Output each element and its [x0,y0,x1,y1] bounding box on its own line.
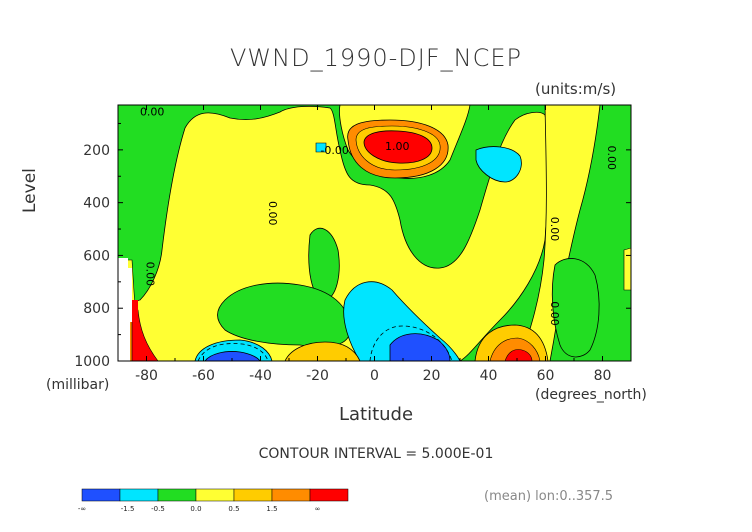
contour-label: 0.00 [605,146,618,171]
contour-fill-layer [118,105,631,361]
mean-longitude-note: (mean) lon:0..357.5 [484,489,614,504]
colorbar-swatch [233,488,273,502]
x-axis-label: Latitude [338,404,414,425]
colorbar-label: 0.5 [228,505,239,513]
colorbar-swatch [157,488,197,502]
contour-label: -0.00 [320,144,348,157]
cyan-region-upper-right [475,146,522,183]
colorbar-swatch [195,488,235,502]
contour-label: 0.00 [140,106,165,119]
orange-region-lower-mid [284,341,361,361]
green-island-right [551,258,600,358]
colorbar-swatch [81,488,121,502]
contour-label: 0.00 [144,262,157,287]
contour-label: 0.00 [266,201,279,226]
colorbar-label: ∞ [315,505,321,513]
red-region-lower-right [504,349,533,361]
x-tick-label: 80 [594,368,612,384]
y-axis-ticks: 200 400 600 800 1000 [74,122,631,370]
y-tick-label: 200 [83,143,110,159]
red-region-edge [132,300,138,322]
colorbar-label: -1.5 [121,505,135,513]
x-tick-label: 20 [423,368,441,384]
x-tick-label: -80 [135,368,158,384]
x-tick-label: -20 [306,368,329,384]
dashed-contour-lower-center [369,325,453,361]
y-tick-label: 600 [83,248,110,264]
x-tick-label: -60 [192,368,215,384]
contour-label: 0.00 [548,301,561,326]
cyan-region-upper-left [315,142,327,153]
white-masked-area [118,258,132,361]
contour-interval-note: CONTOUR INTERVAL = 5.000E-01 [258,446,494,462]
green-island-mid [217,282,351,348]
dashed-contour-lower-left [197,343,269,361]
green-island-left [308,227,340,301]
colorbar-label: -∞ [78,505,86,513]
x-tick-label: 0 [370,368,379,384]
yellow-region-right [519,105,601,361]
red-region-jet-core [363,130,433,164]
x-axis-units: (degrees_north) [535,387,647,403]
colorbar-swatch [271,488,311,502]
x-tick-label: 60 [537,368,555,384]
colorbar-label: 0.0 [190,505,201,513]
contour-labels: 0.00 -0.00 1.00 0.00 0.00 0.00 0.00 0.00 [140,106,618,326]
chart-title: VWND_1990-DJF_NCEP [229,44,523,72]
x-tick-label: -40 [249,368,272,384]
y-tick-label: 1000 [74,354,110,370]
y-tick-label: 400 [83,196,110,212]
y-tick-label: 800 [83,301,110,317]
colorbar-swatch [119,488,159,502]
yellow-region-right-edge [623,247,631,291]
colorbar-label: 1.5 [266,505,277,513]
contour-label: 0.00 [548,217,561,242]
x-tick-label: 40 [480,368,498,384]
colorbar-label: -0.5 [151,505,165,513]
blue-region-lower-left [204,351,261,361]
x-axis-ticks: -80 -60 -40 -20 0 20 40 60 80 [135,105,632,384]
contour-label: 1.00 [385,140,410,153]
colorbar: -∞ -1.5 -0.5 0.0 0.5 1.5 ∞ [78,488,349,513]
colorbar-swatch [309,488,349,502]
units-label: (units:m/s) [535,80,617,98]
y-axis-units: (millibar) [46,377,110,393]
